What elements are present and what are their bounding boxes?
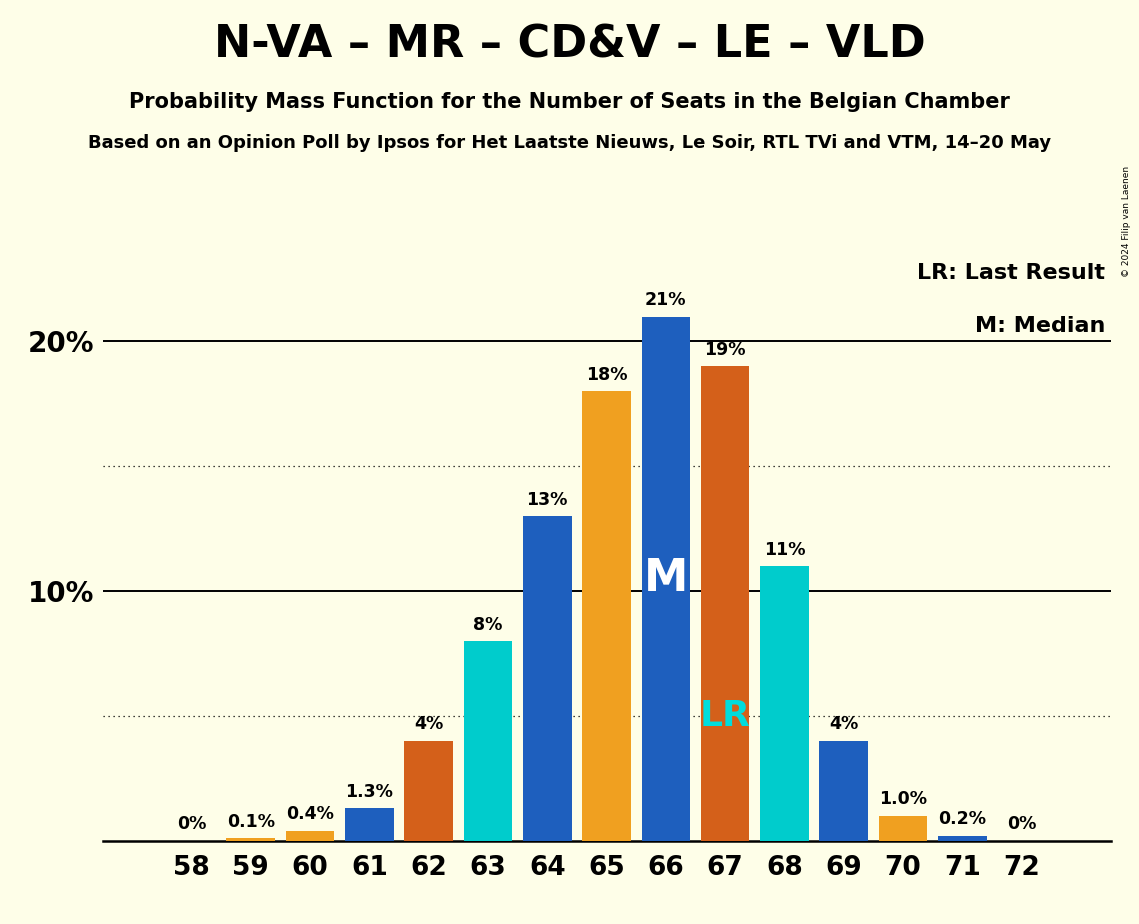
Text: 0%: 0% xyxy=(1007,815,1036,833)
Text: 0.4%: 0.4% xyxy=(286,806,334,823)
Bar xyxy=(404,741,453,841)
Text: 18%: 18% xyxy=(585,366,628,384)
Bar xyxy=(939,836,986,841)
Text: Probability Mass Function for the Number of Seats in the Belgian Chamber: Probability Mass Function for the Number… xyxy=(129,92,1010,113)
Bar xyxy=(760,566,809,841)
Bar xyxy=(700,367,749,841)
Bar xyxy=(819,741,868,841)
Bar xyxy=(582,392,631,841)
Bar xyxy=(878,816,927,841)
Text: 1.3%: 1.3% xyxy=(345,783,393,801)
Text: 13%: 13% xyxy=(526,491,568,509)
Bar xyxy=(641,317,690,841)
Text: 8%: 8% xyxy=(473,615,502,634)
Text: 11%: 11% xyxy=(763,541,805,559)
Bar xyxy=(227,838,274,841)
Bar xyxy=(464,641,513,841)
Text: 21%: 21% xyxy=(645,291,687,309)
Text: 4%: 4% xyxy=(829,715,859,734)
Bar xyxy=(345,808,394,841)
Text: 0.2%: 0.2% xyxy=(939,810,986,828)
Text: M: Median: M: Median xyxy=(975,316,1106,335)
Text: LR: Last Result: LR: Last Result xyxy=(918,263,1106,283)
Text: 1.0%: 1.0% xyxy=(879,790,927,808)
Bar xyxy=(286,831,335,841)
Text: Based on an Opinion Poll by Ipsos for Het Laatste Nieuws, Le Soir, RTL TVi and V: Based on an Opinion Poll by Ipsos for He… xyxy=(88,134,1051,152)
Text: 0.1%: 0.1% xyxy=(227,813,274,831)
Text: © 2024 Filip van Laenen: © 2024 Filip van Laenen xyxy=(1122,166,1131,277)
Bar xyxy=(523,517,572,841)
Text: 0%: 0% xyxy=(177,815,206,833)
Text: M: M xyxy=(644,557,688,601)
Text: N-VA – MR – CD&V – LE – VLD: N-VA – MR – CD&V – LE – VLD xyxy=(214,23,925,67)
Text: 4%: 4% xyxy=(413,715,443,734)
Text: 19%: 19% xyxy=(704,341,746,359)
Text: LR: LR xyxy=(699,699,751,733)
